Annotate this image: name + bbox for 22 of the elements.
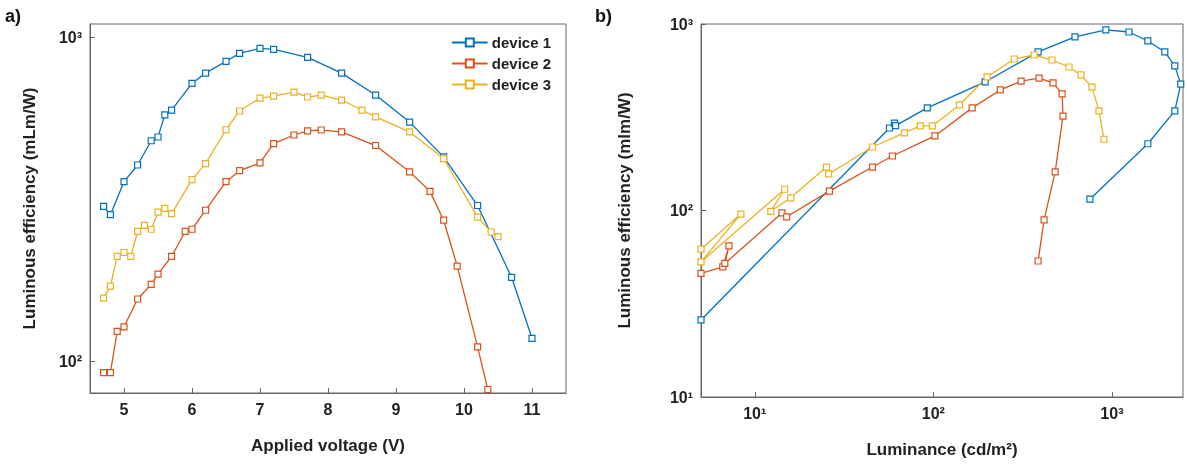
x-tick-label: 8: [323, 400, 333, 418]
y-tick-label: 10²: [669, 202, 693, 219]
x-tick-label: 5: [119, 400, 129, 418]
x-axis-title: Applied voltage (V): [251, 436, 405, 455]
chart-title: b): [595, 6, 612, 26]
x-tick-label: 10: [455, 400, 473, 418]
legend-label: device 2: [491, 55, 552, 72]
x-tick-label: 9: [391, 400, 401, 418]
y-axis-title: Luminous efficiency (mlm/W): [615, 92, 634, 329]
x-tick-label: 10³: [1100, 404, 1124, 422]
x-tick-label: 11: [523, 400, 541, 418]
y-tick-label: 10¹: [669, 388, 693, 406]
y-axis-title: Luminous efficiency (mLm/W): [20, 87, 39, 330]
legend-label: device 1: [491, 34, 552, 51]
legend-label: device 3: [491, 76, 552, 93]
y-tick-label: 10³: [669, 15, 693, 33]
x-axis-title: Luminance (cd/m²): [866, 440, 1018, 459]
chart-title: a): [5, 6, 22, 26]
x-tick-label: 7: [255, 400, 265, 418]
x-tick-label: 10¹: [743, 404, 767, 422]
x-tick-label: 6: [187, 400, 197, 418]
x-tick-label: 10²: [921, 404, 945, 422]
